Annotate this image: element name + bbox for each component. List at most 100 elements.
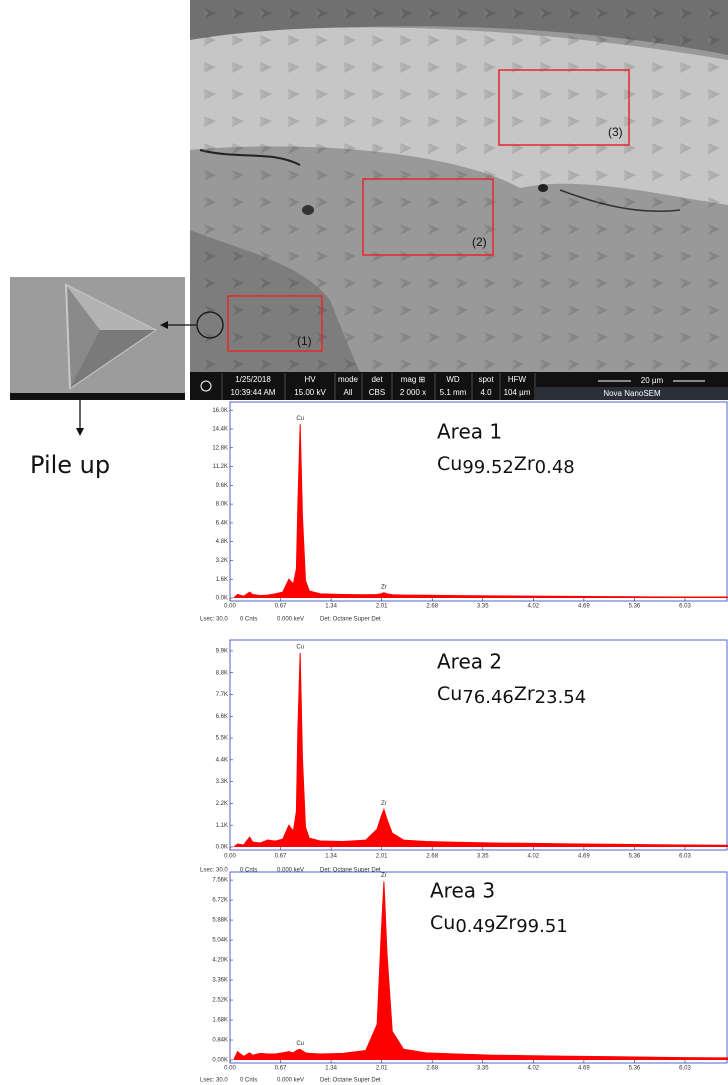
- x-tick-label: 2.68: [426, 604, 438, 610]
- field-label: HFW: [508, 375, 527, 384]
- x-tick-label: 2.01: [376, 1066, 388, 1072]
- y-tick-label: 14.4K: [212, 427, 228, 433]
- info-bar: 1/25/2018 10:39:44 AM HV 15.00 kV mode A…: [190, 372, 728, 400]
- spectrum-title: Area 3: [430, 879, 495, 903]
- field-label: HV: [304, 375, 316, 384]
- x-tick-label: 4.02: [527, 1066, 539, 1072]
- element: Zr: [514, 683, 535, 705]
- x-tick-label: 2.68: [426, 854, 438, 860]
- status-text: 0.000 keV: [277, 1078, 304, 1084]
- y-tick-label: 0.84K: [212, 1038, 228, 1044]
- plot-frame: [229, 871, 728, 1064]
- x-tick-label: 2.68: [426, 1066, 438, 1072]
- field-label: WD: [446, 375, 460, 384]
- instrument: Nova NanoSEM: [603, 389, 661, 398]
- status-text: 0 Cnts: [240, 617, 257, 623]
- y-tick-label: 0.00K: [212, 1058, 228, 1064]
- y-tick-label: 12.8K: [212, 445, 228, 451]
- y-tick-label: 5.04K: [212, 938, 228, 944]
- field-value: 15.00 kV: [294, 388, 326, 397]
- composition: Cu0.49Zr99.51: [430, 912, 568, 938]
- amount: 0.48: [535, 457, 575, 478]
- y-tick-label: 6.72K: [212, 898, 228, 904]
- amount: 23.54: [535, 687, 587, 708]
- x-tick-label: 4.02: [527, 604, 539, 610]
- y-tick-label: 5.5K: [216, 736, 228, 742]
- peak-label: Cu: [296, 644, 304, 650]
- y-tick-label: 9.6K: [216, 483, 228, 489]
- y-tick-label: 5.88K: [212, 918, 228, 924]
- x-tick-label: 5.36: [629, 854, 641, 860]
- spectrum-line: [233, 881, 728, 1061]
- y-tick-label: 11.2K: [213, 464, 228, 470]
- region-label: (3): [608, 125, 623, 139]
- element: Zr: [495, 912, 516, 934]
- y-tick-label: 7.7K: [216, 692, 228, 698]
- sem-image: (1) (2) (3): [190, 0, 728, 372]
- x-tick-label: 4.02: [527, 854, 539, 860]
- x-tick-label: 3.35: [477, 604, 489, 610]
- indent-circle: [196, 311, 224, 339]
- y-tick-label: 9.9K: [216, 648, 228, 654]
- region-box: [362, 178, 494, 256]
- y-tick-label: 16.0K: [212, 408, 228, 414]
- field-label: spot: [478, 375, 494, 384]
- x-tick-label: 2.01: [376, 854, 388, 860]
- field-value: All: [344, 388, 353, 397]
- peak-label: Cu: [296, 416, 304, 422]
- region-box: [227, 295, 323, 352]
- element: Cu: [437, 683, 462, 705]
- x-tick-label: 0.67: [275, 604, 287, 610]
- peak-label: Zr: [381, 801, 387, 807]
- x-tick-label: 4.69: [578, 1066, 590, 1072]
- amount: 99.52: [462, 457, 514, 478]
- indent-face: [70, 330, 155, 388]
- field-label: det: [371, 375, 383, 384]
- spectrum-title: Area 2: [437, 650, 502, 674]
- status-text: Lsec: 30.0: [200, 868, 228, 874]
- peak-label: Zr: [381, 584, 387, 590]
- composition: Cu99.52Zr0.48: [437, 453, 575, 479]
- arrow-head: [76, 428, 84, 436]
- x-tick-label: 3.35: [477, 1066, 489, 1072]
- sem-indents: [190, 0, 728, 372]
- composition: Cu76.46Zr23.54: [437, 683, 586, 709]
- status-text: Det: Octane Super Det: [320, 868, 381, 874]
- plot-frame: [229, 639, 728, 851]
- amount: 99.51: [516, 916, 568, 937]
- spectrum-title: Area 1: [437, 420, 502, 444]
- x-tick-label: 2.01: [376, 604, 388, 610]
- spectrum-line: [233, 424, 728, 599]
- x-tick-label: 5.36: [629, 604, 641, 610]
- element: Cu: [430, 912, 455, 934]
- status-text: 0 Cnts: [240, 868, 257, 874]
- pile-up-label: Pile up: [30, 451, 110, 479]
- x-tick-label: 0.67: [275, 854, 287, 860]
- x-tick-label: 1.34: [325, 854, 337, 860]
- scale-bar-gap: [631, 376, 673, 386]
- y-tick-label: 4.8K: [216, 539, 228, 545]
- y-tick-label: 4.20K: [212, 958, 228, 964]
- fei-logo: [200, 380, 212, 392]
- y-tick-label: 2.2K: [216, 801, 228, 807]
- x-tick-label: 5.36: [629, 1066, 641, 1072]
- field-label: mode: [338, 375, 359, 384]
- x-tick-label: 0.67: [275, 1066, 287, 1072]
- y-tick-label: 1.6K: [216, 577, 228, 583]
- field-value: 104 µm: [504, 388, 531, 397]
- status-text: Det: Octane Super Det: [320, 1078, 381, 1084]
- element: Cu: [437, 453, 462, 475]
- instrument-cell: [536, 387, 728, 400]
- x-tick-label: 4.69: [578, 604, 590, 610]
- y-tick-label: 7.56K: [212, 878, 228, 884]
- info-dividers: [221, 373, 536, 400]
- arrow-head: [160, 321, 168, 329]
- y-tick-label: 3.2K: [216, 558, 228, 564]
- status-text: 0.000 keV: [277, 617, 304, 623]
- y-tick-label: 8.0K: [216, 502, 228, 508]
- y-tick-label: 8.8K: [216, 670, 228, 676]
- y-tick-label: 6.4K: [216, 520, 228, 526]
- x-tick-label: 4.69: [578, 854, 590, 860]
- x-tick-label: 1.34: [325, 604, 337, 610]
- scale-bar-label: 20 µm: [641, 376, 664, 385]
